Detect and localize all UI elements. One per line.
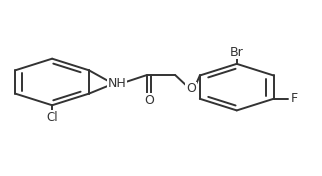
Text: F: F xyxy=(290,92,298,105)
Text: NH: NH xyxy=(108,77,126,90)
Text: Cl: Cl xyxy=(46,111,58,124)
Text: Br: Br xyxy=(230,46,244,59)
Text: O: O xyxy=(144,94,154,107)
Text: O: O xyxy=(186,82,196,95)
